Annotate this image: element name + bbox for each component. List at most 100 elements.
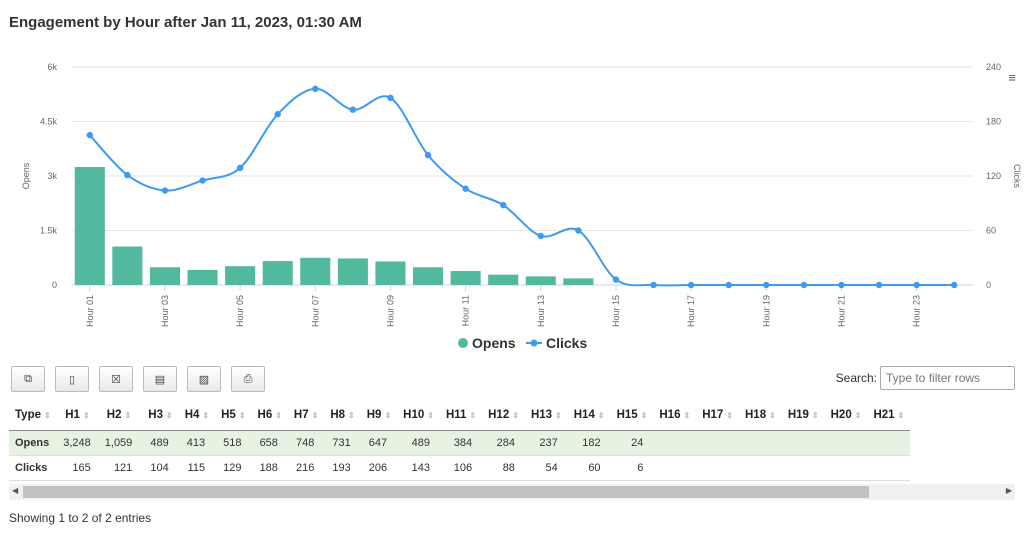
sort-icon: ⇕ bbox=[82, 411, 90, 420]
column-header[interactable]: H13 ⇕ bbox=[524, 400, 568, 431]
export-toolbar: ⧉ ▯ ☒ ▤ ▨ ⎙ bbox=[11, 366, 265, 392]
document-button[interactable]: ▤ bbox=[143, 366, 177, 392]
table-cell: 1,059 bbox=[100, 430, 143, 456]
column-header[interactable]: H4 ⇕ bbox=[178, 400, 216, 431]
csv-button[interactable]: ▯ bbox=[55, 366, 89, 392]
column-header-label: H7 bbox=[293, 409, 309, 421]
sort-icon: ⇕ bbox=[897, 411, 905, 420]
clicks-point bbox=[650, 281, 657, 289]
sort-icon: ⇕ bbox=[202, 411, 210, 420]
sort-icon: ⇕ bbox=[348, 411, 355, 420]
clicks-point bbox=[875, 281, 883, 289]
opens-bar bbox=[450, 271, 481, 285]
opens-bar bbox=[375, 261, 406, 285]
clicks-point bbox=[124, 171, 131, 179]
column-header[interactable]: H18 ⇕ bbox=[739, 400, 782, 431]
opens-bar bbox=[488, 274, 519, 285]
data-table-container: Type ⇕ H1 ⇕ H2 ⇕ H3 ⇕ H4 ⇕ H5 ⇕ H6 ⇕ H7 ⇕ H8 ⇕ H9 ⇕ H10 ⇕ H11 ⇕… bbox=[9, 400, 1015, 500]
table-header-row: Type ⇕ H1 ⇕ H2 ⇕ H3 ⇕ H4 ⇕ H5 ⇕ H6 ⇕ H7 ⇕ H8 ⇕ H9 ⇕ H10 ⇕ H11 ⇕… bbox=[9, 400, 911, 431]
scrollbar-thumb[interactable] bbox=[23, 486, 869, 498]
opens-bar bbox=[300, 257, 331, 285]
clicks-point bbox=[312, 85, 319, 92]
column-header[interactable]: H21 ⇕ bbox=[867, 400, 911, 431]
clicks-line bbox=[89, 87, 955, 287]
column-header-label: H3 bbox=[148, 409, 163, 421]
column-header[interactable]: H8 ⇕ bbox=[324, 400, 361, 431]
clicks-point bbox=[537, 232, 544, 240]
table-cell: 115 bbox=[178, 455, 216, 481]
table-cell: 106 bbox=[439, 455, 483, 481]
table-cell: 193 bbox=[324, 455, 361, 481]
clicks-point bbox=[575, 227, 582, 234]
x-tick-label: Hour 01 bbox=[85, 295, 95, 327]
pdf-button[interactable]: ▨ bbox=[187, 366, 221, 392]
y-right-tick-label: 0 bbox=[986, 280, 991, 290]
search-input[interactable] bbox=[880, 366, 1015, 390]
column-header[interactable]: Type ⇕ bbox=[9, 400, 60, 431]
clicks-point bbox=[349, 106, 357, 113]
column-header[interactable]: H1 ⇕ bbox=[59, 400, 101, 431]
clicks-point bbox=[274, 111, 281, 118]
table-cell: 731 bbox=[324, 430, 361, 456]
column-header[interactable]: H14 ⇕ bbox=[567, 400, 611, 431]
x-tick-label: Hour 15 bbox=[611, 295, 621, 327]
column-header[interactable]: H3 ⇕ bbox=[142, 400, 179, 431]
table-cell bbox=[867, 430, 911, 456]
table-cell: 413 bbox=[178, 430, 216, 456]
clicks-point bbox=[161, 187, 169, 194]
table-cell bbox=[781, 430, 825, 456]
x-tick-label: Hour 13 bbox=[536, 295, 546, 327]
column-header-label: H6 bbox=[257, 409, 273, 421]
y-right-axis-title: Clicks bbox=[1012, 164, 1022, 188]
column-header[interactable]: H20 ⇕ bbox=[824, 400, 868, 431]
scroll-right-icon[interactable]: ▶ bbox=[1005, 486, 1012, 495]
opens-bar bbox=[74, 166, 105, 285]
column-header[interactable]: H5 ⇕ bbox=[215, 400, 252, 431]
print-button[interactable]: ⎙ bbox=[231, 366, 265, 392]
table-cell: 384 bbox=[439, 430, 483, 456]
horizontal-scrollbar[interactable]: ◀ ▶ bbox=[9, 484, 1015, 500]
sort-icon: ⇕ bbox=[769, 411, 776, 420]
opens-bar bbox=[149, 267, 180, 285]
opens-bar bbox=[413, 267, 444, 285]
column-header-label: H14 bbox=[573, 409, 595, 421]
chart-menu-icon[interactable]: ≡ bbox=[1008, 70, 1016, 85]
column-header[interactable]: H11 ⇕ bbox=[439, 400, 483, 431]
search-label: Search: bbox=[835, 371, 877, 385]
column-header-label: H11 bbox=[445, 409, 467, 421]
table-cell: 237 bbox=[524, 430, 568, 456]
x-tick-label: Hour 03 bbox=[160, 295, 170, 327]
column-header[interactable]: H10 ⇕ bbox=[397, 400, 440, 431]
column-header[interactable]: H17 ⇕ bbox=[696, 400, 739, 431]
x-tick-label: Hour 07 bbox=[310, 295, 320, 327]
column-header[interactable]: H12 ⇕ bbox=[482, 400, 525, 431]
table-cell: 6 bbox=[610, 455, 654, 481]
table-cell bbox=[653, 455, 697, 481]
column-header[interactable]: H19 ⇕ bbox=[781, 400, 825, 431]
legend-clicks-label: Clicks bbox=[546, 335, 587, 351]
column-header[interactable]: H9 ⇕ bbox=[360, 400, 398, 431]
clicks-point bbox=[500, 201, 507, 209]
scroll-left-icon[interactable]: ◀ bbox=[12, 486, 19, 495]
column-header[interactable]: H16 ⇕ bbox=[653, 400, 697, 431]
column-header-label: H20 bbox=[830, 409, 852, 421]
opens-bar bbox=[112, 246, 143, 285]
column-header[interactable]: H2 ⇕ bbox=[100, 400, 143, 431]
copy-button[interactable]: ⧉ bbox=[11, 366, 45, 392]
table-cell: 216 bbox=[287, 455, 325, 481]
sort-icon: ⇕ bbox=[427, 411, 434, 420]
pdf-icon: ▨ bbox=[198, 373, 210, 386]
table-cell: 188 bbox=[251, 455, 288, 481]
sort-icon: ⇕ bbox=[512, 411, 519, 420]
column-header[interactable]: H6 ⇕ bbox=[251, 400, 288, 431]
sort-icon: ⇕ bbox=[811, 411, 819, 420]
table-cell: 489 bbox=[142, 430, 179, 456]
column-header[interactable]: H7 ⇕ bbox=[287, 400, 325, 431]
column-header[interactable]: H15 ⇕ bbox=[610, 400, 654, 431]
sort-icon: ⇕ bbox=[597, 411, 605, 420]
excel-button[interactable]: ☒ bbox=[99, 366, 133, 392]
sort-icon: ⇕ bbox=[275, 411, 282, 420]
csv-icon: ▯ bbox=[68, 373, 76, 386]
table-cell: 3,248 bbox=[59, 430, 101, 456]
